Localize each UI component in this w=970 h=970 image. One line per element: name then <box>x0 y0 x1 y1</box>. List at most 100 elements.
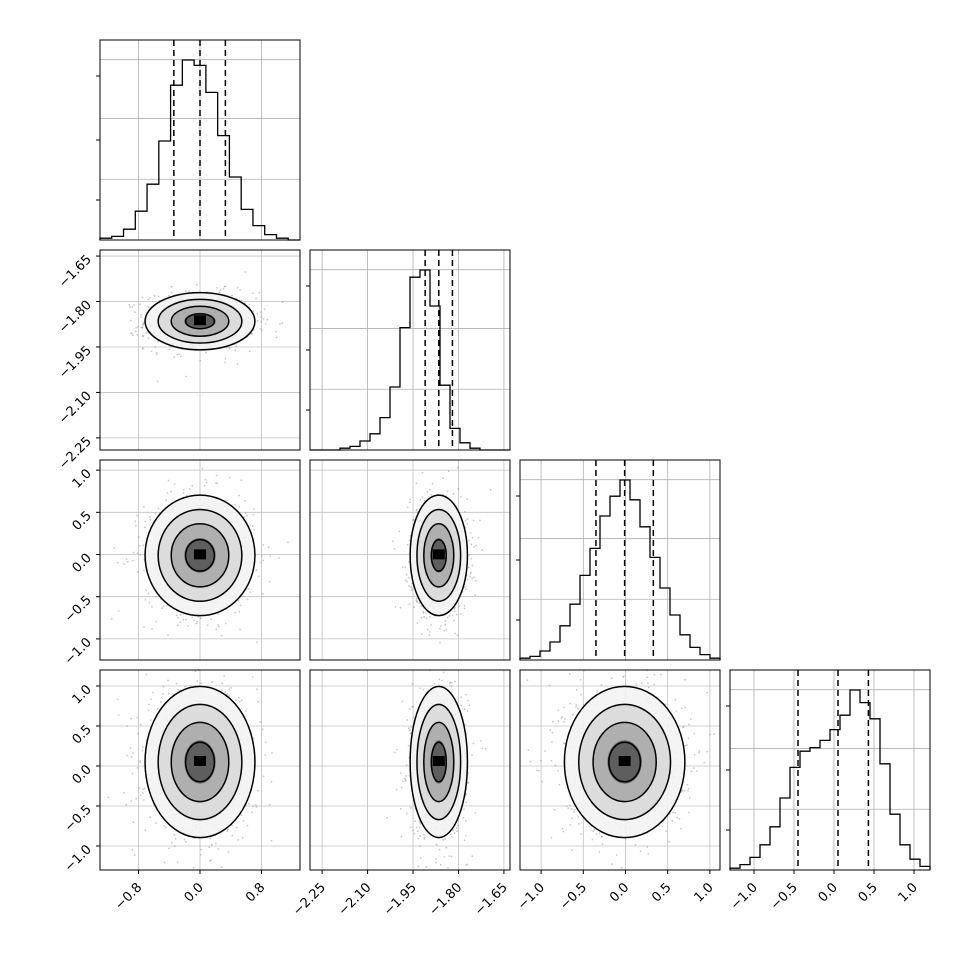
sample-point <box>275 330 278 333</box>
sample-point <box>149 719 152 722</box>
sample-point <box>410 726 413 728</box>
sample-point <box>456 634 459 636</box>
sample-point <box>687 790 689 792</box>
sample-point <box>128 304 131 306</box>
sample-point <box>238 494 240 497</box>
sample-point <box>445 846 448 849</box>
sample-point <box>401 566 404 569</box>
sample-point <box>471 564 474 567</box>
sample-point <box>136 334 139 336</box>
sample-point <box>147 337 150 340</box>
sample-point <box>141 296 144 299</box>
sample-point <box>160 700 162 703</box>
sample-point <box>208 846 211 849</box>
sample-point <box>270 780 273 783</box>
sample-point <box>154 345 157 348</box>
sample-point <box>195 284 198 286</box>
sample-point <box>246 598 249 601</box>
sample-point <box>474 812 477 814</box>
sample-point <box>423 836 426 839</box>
sample-point <box>408 708 411 710</box>
sample-point <box>150 350 153 353</box>
sample-point <box>195 622 198 625</box>
sample-point <box>465 801 468 804</box>
sample-point <box>255 806 258 808</box>
sample-point <box>405 775 407 777</box>
scatter-panel-4-1 <box>99 669 301 871</box>
sample-point <box>123 791 125 794</box>
sample-point <box>421 496 424 498</box>
sample-point <box>408 501 411 504</box>
sample-point <box>426 628 429 631</box>
sample-point <box>455 613 458 616</box>
sample-point <box>184 840 187 843</box>
sample-point <box>139 544 141 547</box>
sample-point <box>133 304 136 306</box>
sample-point <box>157 295 160 298</box>
sample-point <box>216 482 219 485</box>
sample-point <box>449 682 451 685</box>
sample-point <box>415 826 418 829</box>
sample-point <box>413 716 415 719</box>
sample-point <box>215 482 217 485</box>
sample-point <box>141 347 144 350</box>
sample-point <box>148 601 151 604</box>
sample-point <box>399 772 402 775</box>
sample-point <box>251 811 254 814</box>
sample-point <box>139 303 142 306</box>
sample-point <box>448 855 451 857</box>
sample-point <box>425 866 428 869</box>
sample-point <box>464 820 467 822</box>
sample-point <box>444 623 447 626</box>
sample-point <box>591 838 594 841</box>
sample-point <box>174 837 177 840</box>
sample-point <box>224 691 227 693</box>
sample-point <box>170 490 172 493</box>
sample-point <box>248 350 251 353</box>
sample-point <box>248 303 251 306</box>
sample-point <box>419 857 422 859</box>
sample-point <box>183 489 185 491</box>
sample-point <box>422 688 425 691</box>
sample-point <box>220 866 223 868</box>
sample-point <box>435 857 437 860</box>
sample-point <box>409 826 412 829</box>
sample-point <box>113 547 115 549</box>
sample-point <box>262 318 265 320</box>
sample-point <box>139 761 142 764</box>
sample-point <box>123 563 125 566</box>
sample-point <box>575 703 578 706</box>
sample-point <box>242 595 245 598</box>
sample-point <box>674 811 676 814</box>
sample-point <box>396 748 398 751</box>
sample-point <box>687 737 690 740</box>
sample-point <box>155 620 158 623</box>
sample-point <box>196 680 199 683</box>
sample-point <box>252 805 255 808</box>
sample-point <box>199 617 202 620</box>
sample-point <box>173 483 176 485</box>
sample-point <box>237 599 240 602</box>
sample-point <box>439 641 441 644</box>
sample-point <box>601 843 604 846</box>
sample-point <box>135 327 138 329</box>
sample-point <box>477 536 480 539</box>
sample-point <box>144 520 147 523</box>
sample-point <box>408 603 411 606</box>
scatter-panel-4-3 <box>519 669 721 871</box>
sample-point <box>244 271 247 273</box>
sample-point <box>170 842 173 844</box>
sample-point <box>420 616 423 619</box>
sample-point <box>484 747 487 750</box>
sample-point <box>217 624 220 626</box>
scatter-panel-3-2 <box>309 459 511 661</box>
sample-point <box>156 707 159 710</box>
sample-point <box>489 488 492 491</box>
histogram-panel-2 <box>306 249 511 451</box>
sample-point <box>265 741 267 744</box>
sample-point <box>414 820 416 823</box>
sample-point <box>463 604 466 607</box>
sample-point <box>404 579 407 582</box>
sample-point <box>611 863 613 865</box>
sample-point <box>138 787 141 789</box>
